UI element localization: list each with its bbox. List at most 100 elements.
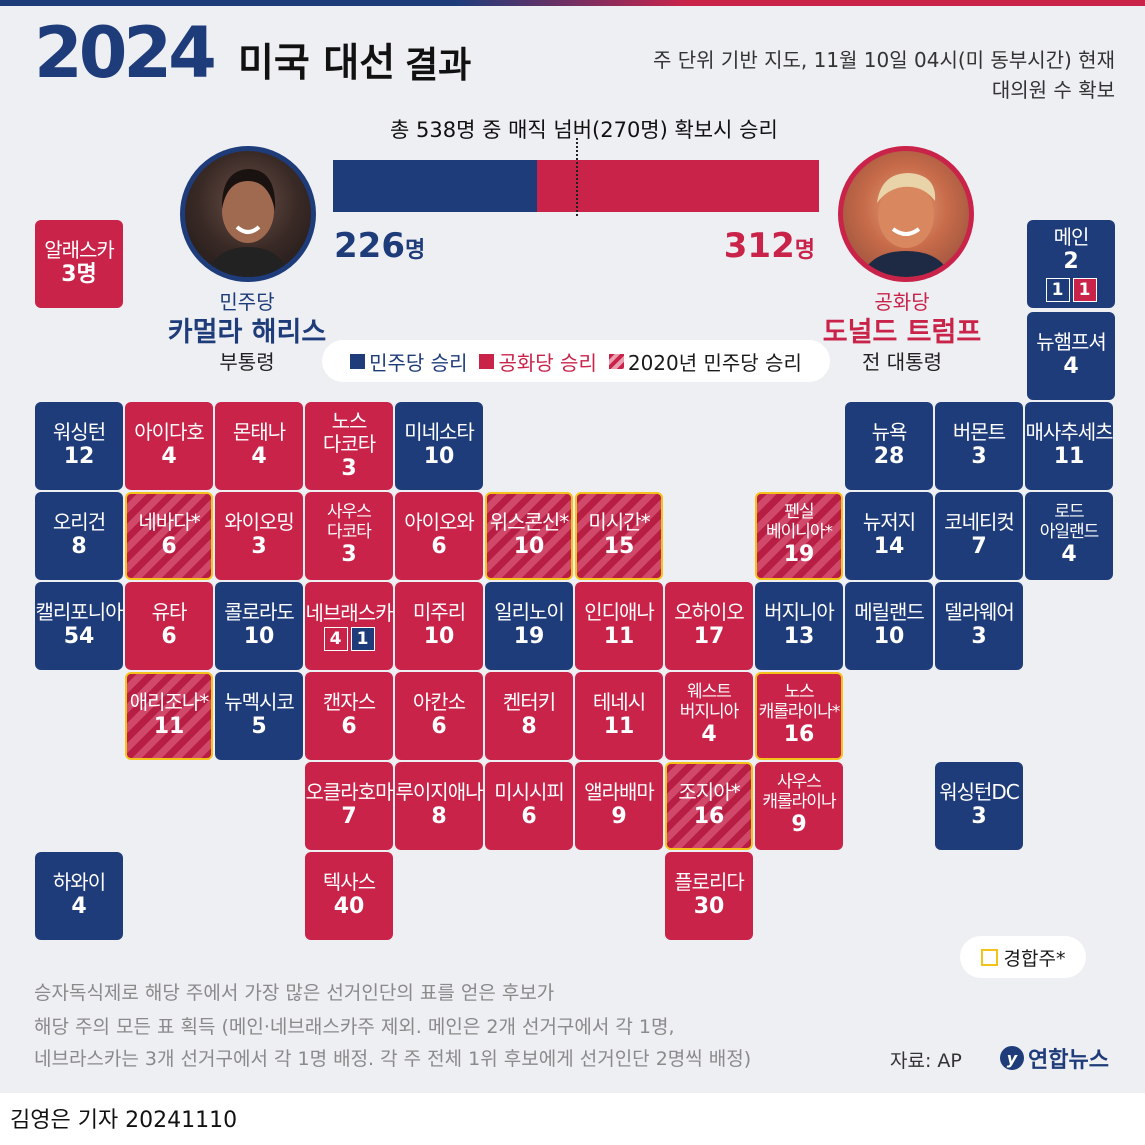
- dem-vote-count: 226명: [334, 226, 425, 266]
- state-name: 캔자스: [322, 690, 376, 715]
- state-tile: 미시간* 15: [575, 492, 663, 580]
- state-name: 네브래스카: [305, 600, 394, 625]
- state-tile: 몬태나 4: [215, 402, 303, 490]
- state-tile: 아이다호 4: [125, 402, 213, 490]
- state-name: 루이지애나: [395, 780, 484, 805]
- trump-portrait-art: [861, 173, 951, 277]
- split-vote-b: 1: [350, 626, 375, 651]
- legend-dem-label: 민주당 승리: [369, 350, 468, 375]
- state-votes: 6: [431, 534, 447, 560]
- state-votes: 3: [971, 444, 987, 470]
- trump-name: 도널드 트럼프: [822, 317, 982, 348]
- state-votes: 6: [341, 714, 357, 740]
- state-tile: 워싱턴 12: [35, 402, 123, 490]
- state-votes: 28: [873, 444, 905, 470]
- state-tile: 웨스트 버지니아 4: [665, 672, 753, 760]
- legend-dem: 민주당 승리: [350, 347, 467, 376]
- dem-vote-value: 226: [334, 226, 405, 266]
- footnote-line-1: 승자독식제로 해당 주에서 가장 많은 선거인단의 표를 얻은 후보가: [34, 982, 555, 1004]
- state-tile: 버지니아 13: [755, 582, 843, 670]
- state-name: 오클라호마: [305, 780, 394, 805]
- state-tile: 뉴욕 28: [845, 402, 933, 490]
- state-name: 뉴햄프셔: [1036, 330, 1107, 355]
- state-votes: 10: [873, 624, 905, 650]
- state-tile: 앨라배마 9: [575, 762, 663, 850]
- footnote-line-3: 네브라스카는 3개 선거구에서 각 1명 배정. 각 주 전체 1위 후보에게 …: [34, 1048, 752, 1070]
- swing-state-key: 경합주*: [960, 936, 1086, 978]
- swing-key-label: 경합주*: [1003, 947, 1066, 970]
- rep-bar-segment: [537, 160, 819, 212]
- state-tile: 미네소타 10: [395, 402, 483, 490]
- trump-role: 전 대통령: [862, 350, 942, 374]
- state-tile: 콜로라도 10: [215, 582, 303, 670]
- state-name: 네바다*: [138, 510, 200, 535]
- reporter-byline: 김영은 기자 20241110: [10, 1108, 238, 1133]
- state-tile: 테네시 11: [575, 672, 663, 760]
- year-logo: 2024: [34, 12, 217, 94]
- map-legend: 민주당 승리 공화당 승리 2020년 민주당 승리: [322, 340, 830, 382]
- state-tile: 네브래스카 4 1: [305, 582, 394, 670]
- state-votes: 11: [603, 624, 635, 650]
- state-tile: 오클라호마 7: [305, 762, 394, 850]
- state-votes: 11: [603, 714, 635, 740]
- state-tile: 뉴저지 14: [845, 492, 933, 580]
- state-name: 유타: [151, 600, 188, 625]
- magic-number-text: 총 538명 중 매직 넘버(270명) 확보시 승리: [390, 118, 778, 142]
- harris-portrait-art: [205, 169, 291, 277]
- state-votes: 10: [513, 534, 545, 560]
- state-name: 워싱턴DC: [939, 780, 1020, 805]
- delegate-note: 대의원 수 확보: [991, 78, 1115, 102]
- state-tile: 캘리포니아 54: [35, 582, 124, 670]
- trump-portrait: [838, 146, 974, 282]
- split-vote-a: 4: [323, 626, 348, 651]
- state-name: 메인: [1053, 225, 1090, 250]
- state-tile: 알래스카 3명: [35, 220, 123, 308]
- state-votes: 7: [971, 534, 987, 560]
- rep-vote-count: 312명: [724, 226, 815, 266]
- state-tile: 인디애나 11: [575, 582, 663, 670]
- state-tile: 조지아* 16: [665, 762, 753, 850]
- split-vote-b: 1: [1072, 277, 1097, 302]
- footnote-line-2: 해당 주의 모든 표 획득 (메인·네브래스카주 제외. 메인은 2개 선거구에…: [34, 1016, 675, 1038]
- state-tile: 사우스 다코타 3: [305, 492, 393, 580]
- legend-rep: 공화당 승리: [479, 347, 597, 376]
- state-name: 뉴욕: [871, 420, 908, 445]
- page-title: 미국 대선: [238, 41, 396, 86]
- state-name: 조지아*: [678, 780, 740, 805]
- state-name: 메릴랜드: [854, 600, 925, 625]
- harris-portrait: [180, 146, 316, 282]
- dem-vote-unit: 명: [404, 238, 426, 263]
- state-name: 사우스 캐롤라이나: [762, 772, 836, 812]
- state-name: 앨라배마: [584, 780, 655, 805]
- dem-swatch: [350, 353, 366, 369]
- state-tile: 위스콘신* 10: [485, 492, 573, 580]
- state-name: 와이오밍: [224, 510, 295, 535]
- state-name: 매사추세츠: [1025, 420, 1114, 445]
- state-name: 위스콘신*: [489, 510, 570, 535]
- state-tile: 버몬트 3: [935, 402, 1023, 490]
- state-name: 뉴멕시코: [224, 690, 295, 715]
- state-name: 델라웨어: [944, 600, 1015, 625]
- state-votes: 14: [873, 534, 905, 560]
- state-name: 일리노이: [494, 600, 565, 625]
- state-tile: 일리노이 19: [485, 582, 573, 670]
- state-name: 플로리다: [674, 870, 745, 895]
- state-votes: 15: [603, 534, 635, 560]
- state-tile: 워싱턴DC 3: [935, 762, 1023, 850]
- state-tile: 미시시피 6: [485, 762, 573, 850]
- legend-flip-label: 2020년 민주당 승리: [627, 350, 802, 375]
- magic-number-line: [576, 138, 578, 216]
- state-votes: 3: [971, 804, 987, 830]
- state-tile: 노스 다코타 3: [305, 402, 393, 490]
- state-name: 몬태나: [232, 420, 286, 445]
- state-votes: 11: [1053, 444, 1085, 470]
- legend-flip: 2020년 민주당 승리: [608, 347, 802, 376]
- state-votes: 30: [693, 894, 725, 920]
- state-name: 알래스카: [44, 238, 115, 263]
- state-tile: 와이오밍 3: [215, 492, 303, 580]
- state-votes: 10: [423, 444, 455, 470]
- state-votes: 7: [341, 804, 357, 830]
- state-votes: 4: [1061, 542, 1077, 568]
- state-name: 테네시: [592, 690, 646, 715]
- state-name: 워싱턴: [52, 420, 106, 445]
